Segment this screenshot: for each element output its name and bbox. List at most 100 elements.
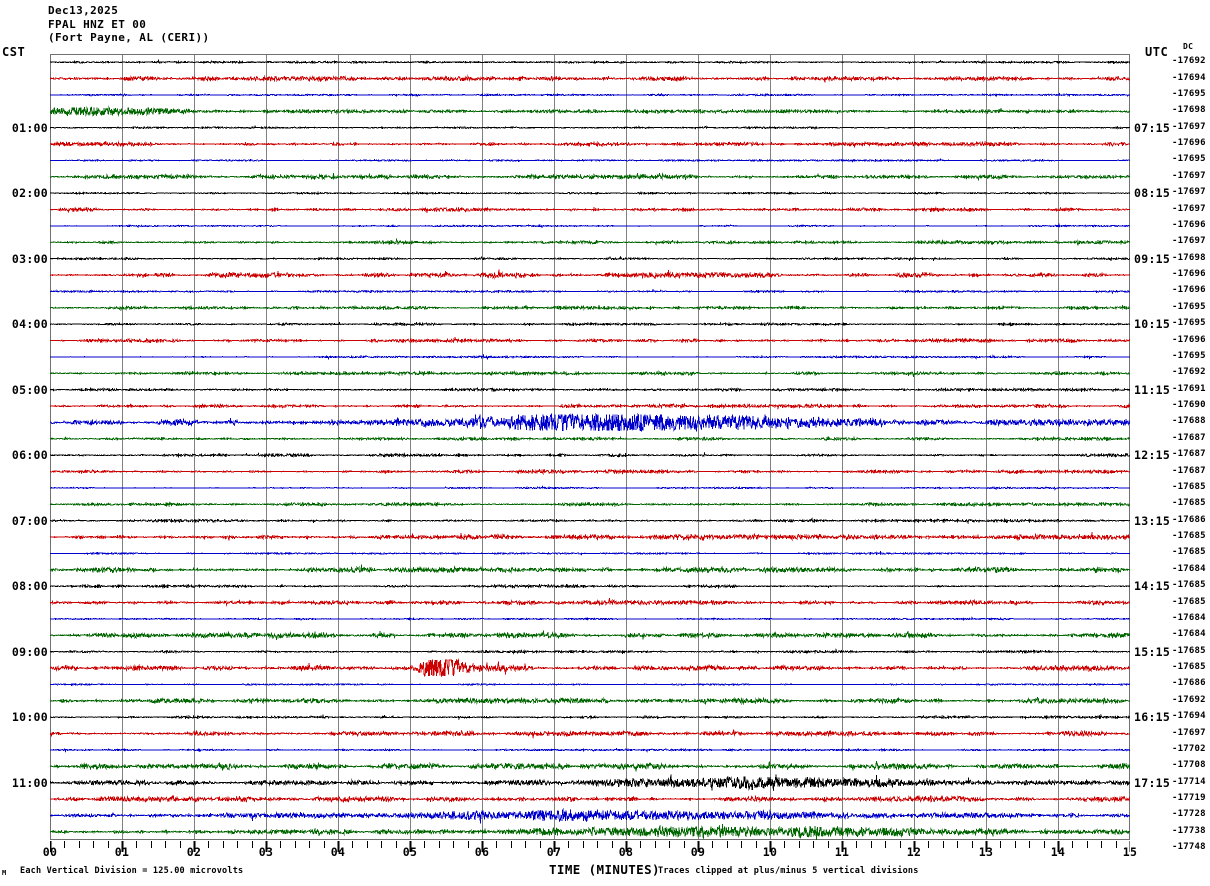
grid-vertical-lines xyxy=(122,54,1059,840)
seismic-trace xyxy=(50,255,1130,262)
dc-value: -17698 xyxy=(1172,105,1206,116)
dc-value: -17714 xyxy=(1172,776,1206,787)
x-axis-tick-label: 09 xyxy=(690,845,706,859)
right-axis-label: UTC xyxy=(1145,45,1169,59)
seismic-trace xyxy=(50,269,1130,280)
x-axis-title: TIME (MINUTES) xyxy=(549,862,660,877)
seismic-trace xyxy=(50,369,1130,378)
dc-value: -17685 xyxy=(1172,481,1206,492)
x-axis-tick-label: 13 xyxy=(978,845,994,859)
seismogram-plot xyxy=(50,54,1130,840)
seismic-trace xyxy=(50,532,1130,542)
seismic-trace xyxy=(50,794,1130,804)
scale-note: Each Vertical Division = 125.00 microvol… xyxy=(20,866,244,876)
seismic-trace xyxy=(50,824,1130,840)
seismic-trace xyxy=(50,105,1130,117)
x-axis-tick-label: 10 xyxy=(762,845,778,859)
dc-value: -17698 xyxy=(1172,252,1206,263)
header-date: Dec13,2025 xyxy=(48,4,119,17)
clip-note: Traces clipped at plus/minus 5 vertical … xyxy=(658,866,919,876)
utc-time-label: 17:15 xyxy=(1134,775,1171,790)
dc-value: -17708 xyxy=(1172,760,1206,771)
seismic-trace xyxy=(50,485,1130,491)
cst-time-label: 09:00 xyxy=(11,644,48,659)
seismic-trace xyxy=(50,190,1130,196)
utc-time-label: 14:15 xyxy=(1134,579,1171,594)
dc-value: -17690 xyxy=(1172,400,1206,411)
seismic-trace xyxy=(50,630,1130,640)
seismic-trace xyxy=(50,550,1130,556)
corner-mark: M xyxy=(2,869,7,877)
dc-value: -17686 xyxy=(1172,514,1206,525)
utc-time-label: 13:15 xyxy=(1134,513,1171,528)
dc-value: -17696 xyxy=(1172,138,1206,149)
seismic-trace xyxy=(50,125,1130,131)
dc-value: -17728 xyxy=(1172,809,1206,820)
dc-value: -17692 xyxy=(1172,694,1206,705)
dc-value: -17719 xyxy=(1172,793,1206,804)
seismic-trace xyxy=(50,140,1130,148)
x-axis-ticks xyxy=(49,840,1132,854)
utc-time-label: 15:15 xyxy=(1134,644,1171,659)
dc-value: -17695 xyxy=(1172,301,1206,312)
dc-value: -17691 xyxy=(1172,383,1206,394)
seismic-trace xyxy=(50,386,1130,393)
dc-value: -17696 xyxy=(1172,334,1206,345)
dc-value: -17685 xyxy=(1172,645,1206,656)
seismic-trace xyxy=(50,807,1130,824)
dc-value: -17695 xyxy=(1172,154,1206,165)
dc-column-header: DC xyxy=(1183,42,1194,51)
dc-value: -17684 xyxy=(1172,612,1206,623)
seismic-trace xyxy=(50,516,1130,525)
seismic-trace xyxy=(50,435,1130,442)
x-axis-tick-label: 11 xyxy=(834,845,850,859)
seismic-trace xyxy=(50,92,1130,98)
utc-time-label: 08:15 xyxy=(1134,186,1171,201)
dc-value: -17692 xyxy=(1172,56,1206,67)
trace-group xyxy=(50,58,1130,840)
left-axis-label: CST xyxy=(2,45,26,59)
cst-time-label: 03:00 xyxy=(11,251,48,266)
seismic-trace xyxy=(50,172,1130,182)
cst-time-label: 05:00 xyxy=(11,382,48,397)
seismic-trace xyxy=(50,206,1130,213)
seismic-trace xyxy=(50,74,1130,83)
dc-value: -17697 xyxy=(1172,236,1206,247)
cst-time-label: 11:00 xyxy=(11,775,48,790)
dc-value: -17695 xyxy=(1172,350,1206,361)
seismic-trace xyxy=(50,501,1130,508)
cst-time-label: 06:00 xyxy=(11,448,48,463)
x-axis-tick-label: 01 xyxy=(114,845,130,859)
utc-time-label: 11:15 xyxy=(1134,382,1171,397)
dc-value: -17687 xyxy=(1172,465,1206,476)
header-station: FPAL HNZ ET 00 xyxy=(48,17,147,31)
dc-value: -17695 xyxy=(1172,318,1206,329)
cst-time-label: 07:00 xyxy=(11,513,48,528)
cst-time-label: 02:00 xyxy=(11,186,48,201)
x-axis-tick-label: 04 xyxy=(330,845,346,859)
dc-value: -17685 xyxy=(1172,580,1206,591)
cst-time-label: 10:00 xyxy=(11,710,48,725)
x-axis-tick-label: 08 xyxy=(618,845,634,859)
seismic-trace xyxy=(50,402,1130,410)
x-axis-tick-label: 15 xyxy=(1122,845,1138,859)
x-axis-tick-label: 05 xyxy=(402,845,418,859)
dc-value: -17694 xyxy=(1172,711,1206,722)
seismic-trace xyxy=(50,288,1130,295)
seismic-trace xyxy=(50,238,1130,247)
seismic-trace xyxy=(50,760,1130,772)
plot-frame xyxy=(50,54,1130,840)
x-axis-tick-label: 14 xyxy=(1050,845,1066,859)
x-axis-tick-label: 02 xyxy=(186,845,202,859)
cst-time-label: 04:00 xyxy=(11,317,48,332)
seismic-trace xyxy=(50,713,1130,721)
utc-time-label: 10:15 xyxy=(1134,317,1171,332)
dc-value: -17685 xyxy=(1172,547,1206,558)
seismic-trace xyxy=(50,468,1130,475)
dc-value: -17687 xyxy=(1172,449,1206,460)
dc-value: -17685 xyxy=(1172,596,1206,607)
seismic-trace xyxy=(50,583,1130,590)
x-axis-tick-label: 12 xyxy=(906,845,922,859)
dc-value: -17697 xyxy=(1172,203,1206,214)
